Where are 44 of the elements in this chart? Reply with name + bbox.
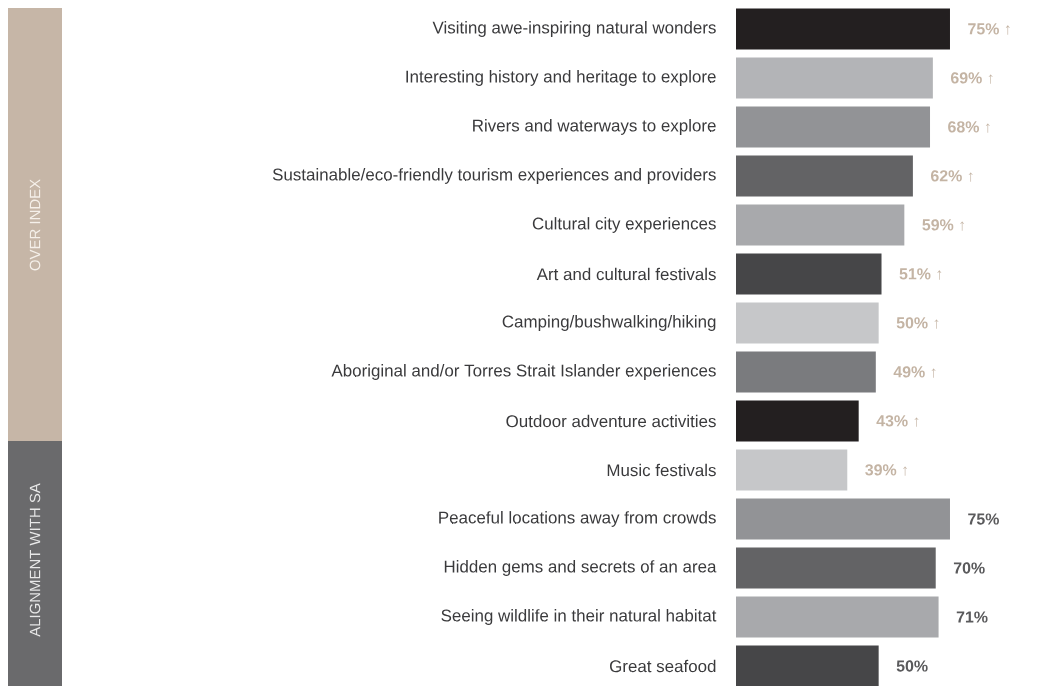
bar — [736, 351, 876, 393]
y-tick-label: Aboriginal and/or Torres Strait Islander experiences — [331, 364, 716, 380]
bar — [736, 547, 936, 589]
data-label: 69% ↑ — [950, 72, 993, 84]
bar — [736, 8, 950, 50]
bar — [736, 57, 933, 99]
bar — [736, 106, 931, 148]
data-label: 49% ↑ — [893, 366, 936, 378]
data-label: 70% — [953, 562, 985, 574]
y-tick-label: Outdoor adventure activities — [506, 414, 716, 428]
data-label: 62% ↑ — [930, 170, 973, 182]
y-tick-label: Camping/bushwalking/hiking — [502, 315, 716, 331]
bar — [736, 596, 939, 638]
text: ALIGNMENT WITH SA — [29, 483, 41, 637]
bar — [736, 449, 848, 491]
data-label: 68% ↑ — [948, 121, 990, 133]
y-tick-label: Rivers and waterways to explore — [473, 119, 716, 135]
data-label: 71% — [956, 611, 988, 623]
bar — [736, 302, 879, 344]
bar — [736, 400, 859, 442]
y-tick-label: Interesting history and heritage to explore — [406, 70, 716, 86]
y-tick-label: Peaceful locations away from crowds — [439, 511, 716, 527]
y-tick-label: Music festivals — [607, 463, 716, 477]
data-label: 59% ↑ — [922, 219, 965, 231]
y-tick-label: Seeing wildlife in their natural habitat — [441, 609, 717, 625]
y-tick-label: Visiting awe-inspiring natural wonders — [432, 21, 716, 37]
text: OVER INDEX — [29, 179, 41, 271]
y-tick-label: Cultural city experiences — [532, 217, 716, 233]
data-label: 39% ↑ — [865, 464, 907, 476]
data-label: 75% — [968, 513, 999, 525]
data-label: 51% ↑ — [899, 268, 942, 280]
bar — [736, 498, 950, 540]
bar — [736, 155, 913, 197]
y-tick-label: Great seafood — [610, 659, 716, 673]
data-label: 43% ↑ — [876, 415, 919, 427]
y-tick-label: Art and cultural festivals — [536, 267, 716, 281]
data-label: 50% — [896, 660, 928, 672]
bar — [736, 645, 879, 686]
data-label: 50% ↑ — [896, 317, 939, 329]
bar — [736, 204, 905, 246]
y-tick-label: Hidden gems and secrets of an area — [444, 560, 717, 576]
y-tick-label: Sustainable/eco-friendly tourism experiences and providers — [272, 168, 716, 184]
data-label: 75% ↑ — [968, 23, 1010, 35]
bar — [736, 253, 882, 295]
